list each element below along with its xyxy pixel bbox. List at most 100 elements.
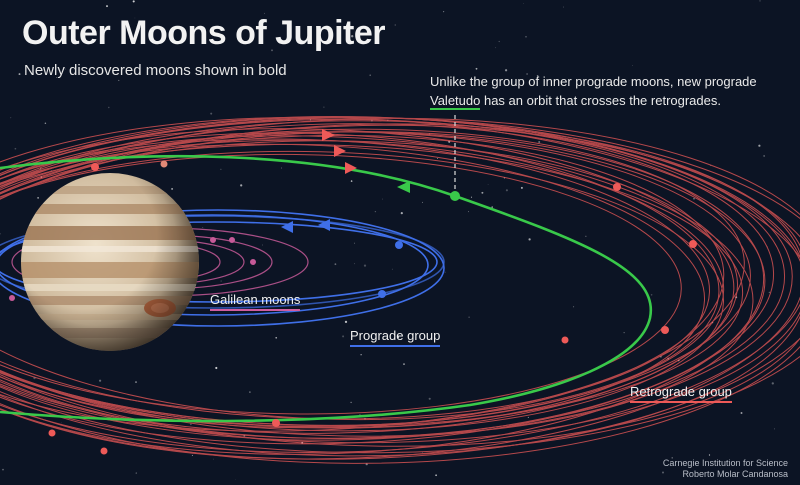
prograde-group-label: Prograde group	[350, 328, 441, 347]
valetudo-label: Valetudo	[430, 93, 481, 110]
prograde-orbits	[0, 209, 445, 327]
star	[249, 391, 251, 393]
star	[382, 198, 383, 200]
star	[191, 454, 193, 456]
star	[428, 397, 431, 400]
star	[190, 423, 192, 426]
star	[344, 320, 348, 324]
prograde-moon	[378, 290, 386, 298]
star	[708, 454, 711, 456]
retrograde-moon	[48, 429, 56, 437]
star	[527, 416, 529, 418]
retrograde-orbit	[0, 135, 754, 437]
star	[37, 196, 40, 199]
star	[235, 478, 236, 480]
retrograde-group-label: Retrograde group	[630, 384, 732, 403]
star	[271, 49, 273, 52]
star	[61, 422, 63, 424]
star	[443, 11, 445, 13]
galilean-moon-dots	[9, 237, 256, 301]
retrograde-moons	[48, 160, 697, 455]
credit-author: Roberto Molar Candanosa	[682, 469, 788, 479]
star	[437, 158, 439, 160]
star	[520, 186, 523, 189]
star	[220, 280, 222, 282]
retrograde-orbit	[0, 123, 775, 445]
retrograde-orbit	[0, 117, 800, 464]
star	[210, 112, 213, 115]
star	[662, 471, 664, 474]
star	[171, 187, 174, 190]
star	[350, 180, 353, 182]
star	[693, 198, 695, 200]
retrograde-orbit	[0, 140, 739, 434]
galilean-moons-label: Galilean moons	[210, 292, 301, 311]
star	[374, 210, 377, 213]
star	[64, 68, 66, 70]
valetudo-moon	[450, 191, 460, 201]
star	[435, 474, 437, 477]
star	[106, 5, 108, 8]
star	[523, 3, 524, 5]
star	[281, 167, 282, 169]
star	[397, 336, 400, 339]
prograde-arrow-icon	[281, 219, 330, 233]
retrograde-arrow-icon	[322, 129, 357, 174]
retrograde-orbit	[0, 124, 800, 453]
star	[495, 47, 497, 49]
galilean-moon	[250, 259, 256, 265]
prograde-moon	[395, 241, 403, 249]
retrograde-orbit	[0, 120, 793, 440]
star	[14, 147, 17, 150]
galilean-moon	[9, 295, 15, 301]
star	[470, 196, 473, 198]
annotation-line-2: has an orbit that crosses the retrograde…	[480, 93, 721, 108]
star	[663, 84, 665, 87]
star	[342, 335, 345, 338]
star	[369, 74, 371, 76]
star	[573, 306, 575, 308]
star	[2, 468, 4, 471]
star	[132, 0, 135, 3]
star	[220, 168, 222, 170]
star	[768, 291, 770, 293]
jupiter-planet	[21, 173, 199, 351]
star	[354, 242, 355, 244]
retrograde-moon	[160, 160, 168, 168]
star	[585, 235, 587, 237]
star	[275, 337, 278, 339]
star	[391, 268, 393, 270]
star	[403, 363, 405, 365]
credit-institution: Carnegie Institution for Science	[662, 458, 788, 468]
star	[275, 302, 277, 303]
star	[422, 201, 423, 203]
star	[400, 212, 403, 215]
retrograde-orbit	[0, 116, 800, 444]
star	[740, 412, 743, 414]
star	[528, 238, 531, 241]
star	[468, 316, 470, 318]
star	[0, 233, 1, 235]
star	[118, 79, 120, 81]
star	[351, 35, 354, 38]
star	[134, 17, 136, 19]
star	[360, 354, 362, 356]
retrograde-moon	[272, 419, 280, 427]
star	[468, 211, 469, 213]
galilean-moon	[210, 237, 216, 243]
star	[504, 69, 508, 72]
star	[763, 155, 765, 157]
star	[44, 122, 47, 125]
star	[641, 197, 643, 199]
star	[671, 457, 673, 459]
valetudo-annotation: Unlike the group of inner prograde moons…	[430, 72, 770, 110]
star	[323, 106, 325, 108]
star	[536, 75, 539, 77]
star	[631, 65, 633, 67]
star	[350, 401, 352, 404]
star	[56, 77, 57, 78]
star	[240, 184, 243, 187]
retrograde-moon	[91, 163, 99, 171]
retrograde-moon	[100, 447, 108, 455]
